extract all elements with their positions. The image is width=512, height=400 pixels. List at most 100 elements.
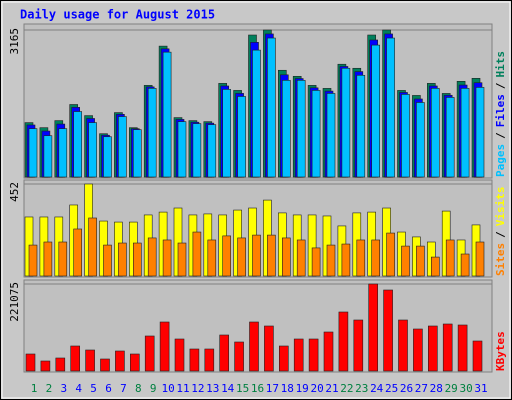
x-tick-label: 11 — [176, 382, 189, 395]
bar — [130, 353, 140, 372]
legend-entry: Sites — [494, 243, 507, 276]
legend-entry: Files — [494, 94, 507, 127]
bar — [371, 44, 381, 178]
bar — [296, 239, 306, 277]
bar — [442, 323, 453, 372]
x-tick-label: 7 — [120, 382, 127, 395]
bar — [207, 239, 217, 277]
legend-entry: Visits — [494, 187, 507, 227]
bar — [192, 231, 202, 277]
bar — [401, 245, 410, 277]
x-tick-label: 17 — [266, 382, 279, 395]
bar — [296, 80, 306, 178]
bar — [323, 331, 334, 372]
bar — [460, 88, 470, 178]
bar — [356, 74, 366, 178]
y-tick-label: 452 — [8, 182, 21, 202]
bar — [341, 67, 351, 178]
bar — [207, 124, 217, 178]
bar — [311, 90, 321, 178]
bar — [118, 242, 127, 277]
bar — [475, 241, 485, 277]
bar — [118, 116, 127, 178]
bar — [457, 324, 468, 372]
bar — [133, 129, 142, 178]
chart-title: Daily usage for August 2015 — [20, 8, 215, 22]
bar — [162, 51, 172, 178]
bar — [85, 349, 95, 372]
x-tick-label: 20 — [310, 382, 323, 395]
x-tick-label: 22 — [340, 382, 353, 395]
bar — [237, 237, 246, 277]
x-tick-label: 21 — [325, 382, 338, 395]
bar — [28, 244, 38, 277]
bar — [386, 232, 395, 277]
legend-entry: KBytes — [494, 331, 507, 371]
bar — [58, 128, 68, 178]
x-tick-label: 25 — [385, 382, 398, 395]
bar — [368, 283, 379, 372]
x-tick-label: 13 — [206, 382, 219, 395]
bar — [475, 87, 485, 178]
bar — [115, 350, 125, 372]
bar — [28, 128, 38, 178]
bar — [427, 325, 438, 372]
x-tick-label: 24 — [370, 382, 384, 395]
legend-separator: / — [494, 82, 507, 89]
bar — [430, 256, 440, 277]
bar — [103, 136, 112, 178]
bar — [383, 289, 393, 372]
bar — [252, 49, 261, 178]
bar — [371, 239, 381, 277]
bar — [234, 341, 244, 372]
y-tick-label: 3165 — [8, 28, 21, 55]
x-tick-label: 28 — [430, 382, 443, 395]
bar — [326, 93, 336, 178]
bar — [413, 328, 423, 372]
bar — [472, 340, 483, 372]
x-tick-label: 19 — [296, 382, 309, 395]
legend: KBytes — [494, 331, 507, 371]
bar — [177, 242, 187, 277]
bar — [353, 319, 364, 372]
x-tick-label: 10 — [161, 382, 174, 395]
bar — [281, 80, 291, 178]
bar — [398, 319, 408, 372]
bar — [252, 234, 261, 277]
bar — [189, 348, 200, 372]
bar — [341, 243, 351, 277]
bar — [70, 345, 80, 372]
bar — [162, 239, 172, 277]
legend: Pages / Files / Hits — [494, 51, 507, 177]
bar — [237, 96, 246, 178]
x-tick-label: 31 — [474, 382, 487, 395]
bar — [311, 247, 321, 277]
bar — [159, 321, 170, 372]
x-tick-label: 8 — [135, 382, 142, 395]
bar — [278, 345, 289, 372]
bar — [267, 234, 276, 277]
x-tick-label: 14 — [221, 382, 235, 395]
x-tick-label: 1 — [31, 382, 38, 395]
bar — [58, 241, 68, 277]
bar — [338, 311, 349, 372]
legend: Sites / Visits — [494, 187, 507, 277]
bar — [147, 237, 157, 277]
bar — [219, 334, 229, 372]
bar — [222, 235, 231, 277]
bar — [177, 121, 187, 178]
bar — [401, 94, 410, 178]
bar — [73, 228, 82, 277]
x-tick-label: 5 — [90, 382, 97, 395]
bar — [249, 321, 259, 372]
bar — [445, 239, 455, 277]
x-tick-label: 2 — [46, 382, 53, 395]
bar — [88, 122, 97, 178]
bar — [133, 242, 142, 277]
bar — [103, 244, 112, 277]
x-tick-label: 6 — [105, 382, 112, 395]
bar — [416, 102, 425, 178]
